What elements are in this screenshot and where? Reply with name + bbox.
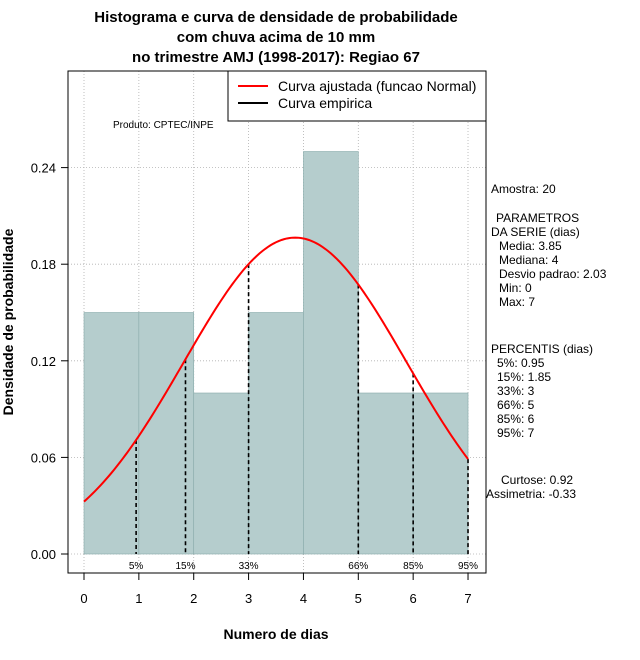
chart-title-line-3: no trimestre AMJ (1998-2017): Regiao 67 [132, 49, 420, 66]
stats-panel: Amostra: 20 PARAMETROS DA SERIE (dias) M… [486, 182, 607, 501]
x-tick-label-3: 3 [245, 591, 252, 606]
percentis-header: PERCENTIS (dias) [491, 342, 593, 356]
stat-curtose: Curtose: 0.92 [501, 473, 573, 487]
x-tick-label-2: 2 [190, 591, 197, 606]
param-media: Media: 3.85 [499, 239, 562, 253]
x-tick-label-0: 0 [80, 591, 87, 606]
x-tick-label-6: 6 [410, 591, 417, 606]
percentil-33: 33%: 3 [497, 384, 535, 398]
y-tick-label-4: 0.24 [31, 161, 56, 176]
histogram-bar-5 [357, 392, 414, 555]
legend-label-normal: Curva ajustada (funcao Normal) [278, 78, 476, 94]
histogram-bar-0 [83, 312, 140, 555]
chart-title-line-2: com chuva acima de 10 mm [177, 29, 375, 46]
y-tick-label-3: 0.18 [31, 257, 56, 272]
x-tick-label-1: 1 [135, 591, 142, 606]
param-max: Max: 7 [499, 295, 535, 309]
legend-label-empirical: Curva empirica [278, 95, 372, 111]
legend-box [227, 70, 487, 122]
params-header-1: PARAMETROS [496, 211, 579, 225]
product-label: Produto: CPTEC/INPE [113, 120, 214, 131]
percentile-label-4: 85% [403, 561, 423, 572]
legend: Curva ajustada (funcao Normal) Curva emp… [227, 70, 487, 122]
percentil-66: 66%: 5 [497, 398, 535, 412]
axes: 0 1 2 3 4 5 6 7 0.00 0.06 0.12 0.18 0.24 [31, 161, 472, 606]
normal-curve [83, 236, 469, 503]
histogram-bar-1 [138, 312, 195, 555]
chart-title-line-1: Histograma e curva de densidade de proba… [94, 9, 457, 26]
percentil-95: 95%: 7 [497, 426, 535, 440]
x-axis-title: Numero de dias [223, 626, 328, 642]
param-min: Min: 0 [499, 281, 532, 295]
y-tick-label-2: 0.12 [31, 354, 56, 369]
x-tick-label-7: 7 [464, 591, 471, 606]
percentile-label-3: 66% [348, 561, 368, 572]
percentil-5: 5%: 0.95 [497, 356, 545, 370]
percentile-label-1: 15% [175, 561, 195, 572]
x-tick-label-5: 5 [355, 591, 362, 606]
param-mediana: Mediana: 4 [499, 253, 559, 267]
percentile-label-5: 95% [458, 561, 478, 572]
percentil-15: 15%: 1.85 [497, 370, 551, 384]
y-tick-label-1: 0.06 [31, 450, 56, 465]
params-header-2: DA SERIE (dias) [491, 225, 580, 239]
y-axis-title: Densidade de probabilidade [0, 228, 16, 415]
histogram-bars [83, 151, 469, 555]
param-desvio: Desvio padrao: 2.03 [499, 267, 607, 281]
histogram-bar-4 [303, 151, 359, 555]
percentile-lines: 5% 15% 33% 66% 85% 95% [129, 264, 478, 572]
y-tick-label-0: 0.00 [31, 547, 56, 562]
stat-amostra: Amostra: 20 [491, 182, 556, 196]
percentile-label-2: 33% [239, 561, 259, 572]
normal-curve-line [83, 236, 469, 503]
percentile-label-0: 5% [129, 561, 144, 572]
histogram-bar-6 [412, 392, 469, 555]
x-tick-label-4: 4 [300, 591, 307, 606]
percentil-85: 85%: 6 [497, 412, 535, 426]
stat-assimetria: Assimetria: -0.33 [486, 487, 576, 501]
histogram-bar-3 [248, 312, 304, 555]
histogram-bar-2 [193, 392, 249, 555]
